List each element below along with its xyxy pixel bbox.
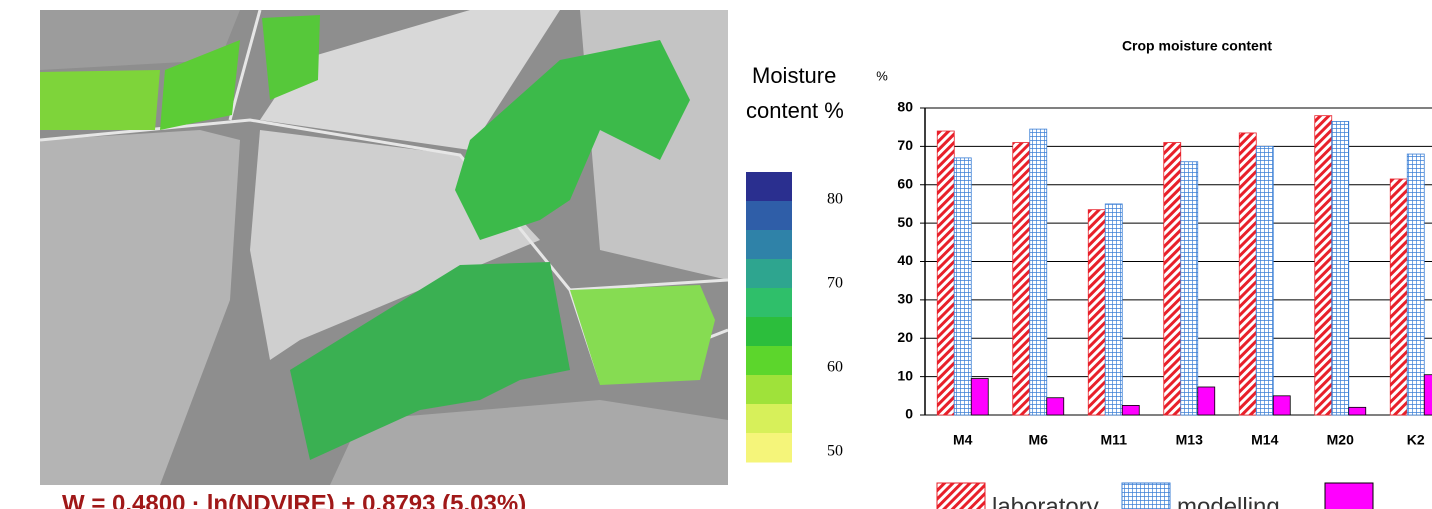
bar <box>1047 398 1064 415</box>
x-tick-label: M11 <box>1101 432 1128 448</box>
y-tick-label: 20 <box>897 329 913 345</box>
bar <box>1198 387 1215 415</box>
bar <box>1105 204 1122 415</box>
bar <box>1088 210 1105 415</box>
colorbar-swatch <box>746 404 792 434</box>
colorbar: 80 70 60 50 <box>746 172 843 463</box>
colorbar-title: Moisture <box>752 63 836 88</box>
x-tick-label: M14 <box>1251 432 1278 448</box>
bar <box>937 131 954 415</box>
bar <box>954 158 971 415</box>
colorbar-swatch <box>746 259 792 289</box>
x-tick-label: M20 <box>1327 432 1354 448</box>
colorbar-swatch <box>746 288 792 318</box>
formula: W = 0.4800 · ln(NDVIRE) + 0.8793 (5.03%) <box>62 490 526 509</box>
bar <box>1181 162 1198 415</box>
bar <box>971 379 988 415</box>
satellite-image <box>40 10 728 485</box>
legend-swatch <box>1122 483 1170 509</box>
bar <box>1030 129 1047 415</box>
bar <box>1349 407 1366 415</box>
colorbar-tick-label: 80 <box>827 190 843 207</box>
figure: Moisture content % 80 70 60 50 Crop moistur… <box>0 0 1432 509</box>
bar <box>1424 375 1432 415</box>
y-tick-label: 30 <box>897 291 913 307</box>
bar <box>1239 133 1256 415</box>
bar <box>1013 143 1030 415</box>
bar <box>1332 121 1349 415</box>
bar <box>1390 179 1407 415</box>
x-tick-label: M4 <box>953 432 973 448</box>
bar <box>1407 154 1424 415</box>
colorbar-tick-label: 50 <box>827 443 843 460</box>
bar <box>1164 143 1181 415</box>
legend-label: modelling <box>1177 493 1280 509</box>
colorbar-swatch <box>746 433 792 463</box>
colorbar-swatch <box>746 317 792 347</box>
y-tick-label: 40 <box>897 252 913 268</box>
y-tick-label: 60 <box>897 175 913 191</box>
y-axis-label: % <box>876 68 888 83</box>
colorbar-title: content % <box>746 98 844 123</box>
y-tick-label: 0 <box>905 406 913 422</box>
colorbar-swatch <box>746 172 792 202</box>
colorbar-swatch <box>746 375 792 405</box>
x-tick-label: M13 <box>1176 432 1203 448</box>
chart-title: Crop moisture content <box>1122 38 1272 54</box>
colorbar-swatch <box>746 230 792 260</box>
colorbar-tick-label: 70 <box>827 274 843 291</box>
bar <box>1315 116 1332 415</box>
bar <box>1273 396 1290 415</box>
legend-label: laboratory <box>992 493 1099 509</box>
y-tick-label: 50 <box>897 214 913 230</box>
bar <box>1122 405 1139 415</box>
legend-swatch <box>937 483 985 509</box>
x-tick-label: K2 <box>1407 432 1425 448</box>
bar-chart: 0 10 20 30 40 50 60 70 80 M4 M6 M11 M13 M14 M20 K2 labor… <box>897 99 1432 509</box>
y-tick-label: 80 <box>897 99 913 115</box>
y-tick-label: 10 <box>897 367 913 383</box>
y-tick-label: 70 <box>897 137 913 153</box>
legend-swatch <box>1325 483 1373 509</box>
bar <box>1256 146 1273 415</box>
colorbar-swatch <box>746 201 792 231</box>
colorbar-tick-label: 60 <box>827 359 843 376</box>
page: Moisture content % 80 70 60 50 Crop moistur… <box>0 0 1432 509</box>
colorbar-swatch <box>746 346 792 376</box>
x-tick-label: M6 <box>1029 432 1049 448</box>
